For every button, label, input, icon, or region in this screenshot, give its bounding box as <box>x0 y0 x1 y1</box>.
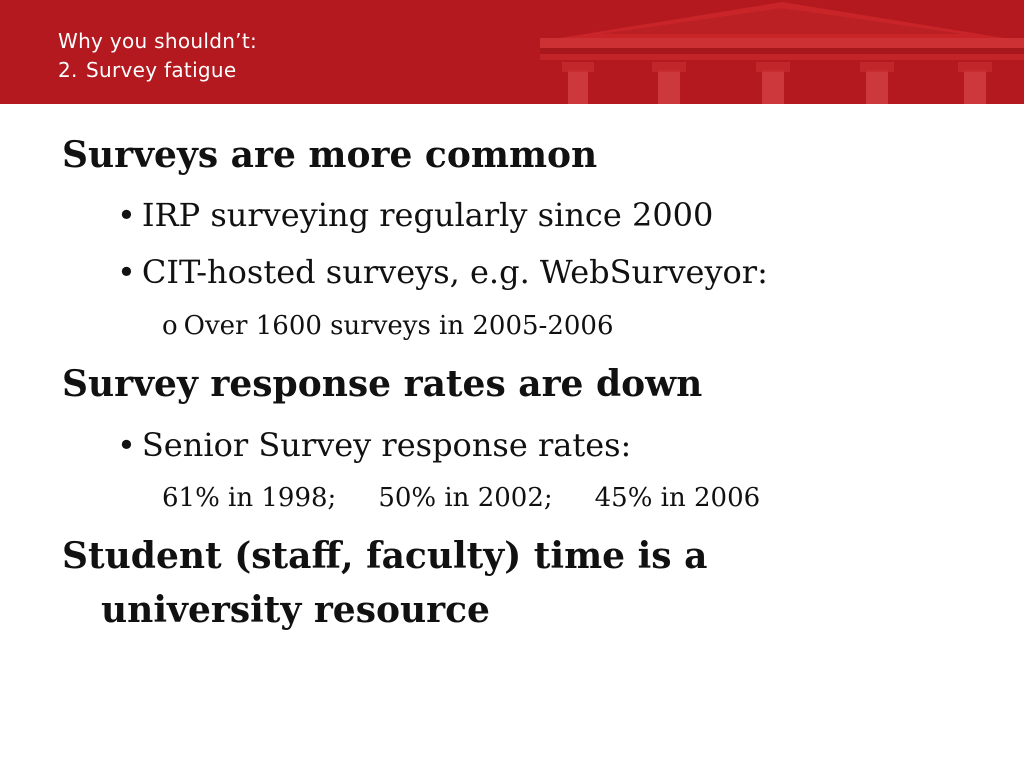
sub-item-1600-text: Over 1600 surveys in 2005-2006 <box>183 311 614 341</box>
bullet-marker: • <box>117 426 136 464</box>
list-item-senior-survey: • Senior Survey response rates: <box>117 425 631 465</box>
rate-2002: 50% in 2002; <box>378 483 553 513</box>
header-banner: Why you shouldn’t: 2. Survey fatigue <box>0 0 1024 104</box>
response-rates-row: 61% in 1998; 50% in 2002; 45% in 2006 <box>162 481 802 515</box>
title-line-2: 2. Survey fatigue <box>58 56 257 85</box>
heading-surveys-common: Surveys are more common <box>62 134 598 176</box>
rate-2006: 45% in 2006 <box>594 483 761 513</box>
title-number: 2. <box>58 58 78 82</box>
list-item-irp: • IRP surveying regularly since 2000 <box>117 195 713 235</box>
heading-time-resource-line1: Student (staff, faculty) time is a <box>62 535 708 577</box>
list-item-cit: • CIT-hosted surveys, e.g. WebSurveyor: <box>117 252 768 292</box>
list-item-cit-text: CIT-hosted surveys, e.g. WebSurveyor: <box>141 253 768 291</box>
title-text: Survey fatigue <box>86 58 237 82</box>
sub-item-1600: o Over 1600 surveys in 2005-2006 <box>162 309 614 343</box>
heading-time-resource-line2: university resource <box>101 589 490 631</box>
rate-1998: 61% in 1998; <box>162 483 337 513</box>
bullet-marker: • <box>117 196 136 234</box>
title-line-1: Why you shouldn’t: <box>58 29 258 53</box>
list-item-irp-text: IRP surveying regularly since 2000 <box>141 196 714 234</box>
building-facade-image <box>540 2 1024 104</box>
sub-bullet-marker: o <box>162 311 178 341</box>
heading-response-rates: Survey response rates are down <box>62 363 703 405</box>
bullet-marker: • <box>117 253 136 291</box>
slide-title: Why you shouldn’t: 2. Survey fatigue <box>58 27 257 85</box>
list-item-senior-survey-text: Senior Survey response rates: <box>141 426 632 464</box>
